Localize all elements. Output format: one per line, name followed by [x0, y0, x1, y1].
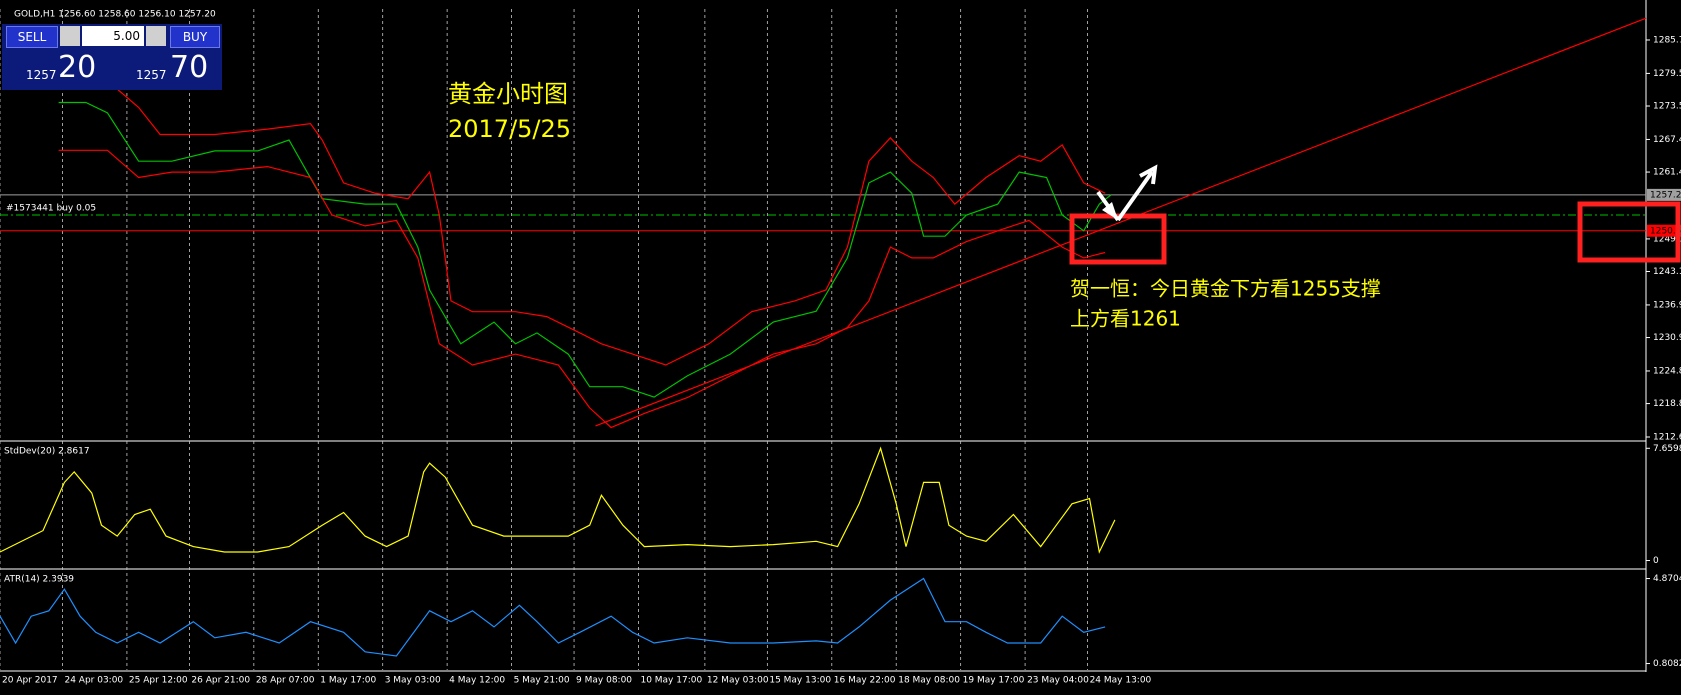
bid-prefix: 1257 — [26, 68, 57, 82]
series-line — [595, 17, 1647, 427]
highlight-box — [1069, 213, 1167, 265]
x-tick-label: 23 May 04:00 — [1027, 676, 1089, 686]
y-tick-label: 1273.55 — [1653, 102, 1681, 112]
annotation: 黄金小时图 — [448, 80, 568, 108]
series-line — [58, 101, 1112, 398]
series-line — [58, 149, 1106, 429]
series-line — [58, 80, 1106, 366]
x-tick-label: 1 May 17:00 — [320, 676, 376, 686]
price-tag — [1647, 224, 1681, 237]
y-tick-label: 0.8082 — [1653, 659, 1681, 669]
y-tick-label: 1236.95 — [1653, 300, 1681, 310]
x-tick-label: 3 May 03:00 — [385, 676, 441, 686]
x-tick-label: 25 Apr 12:00 — [129, 676, 188, 686]
panel-title: StdDev(20) 2.8617 — [4, 447, 90, 457]
annotation: 上方看1261 — [1070, 307, 1181, 331]
x-tick-label: 20 Apr 2017 — [2, 676, 58, 686]
x-tick-label: 24 Apr 03:00 — [64, 676, 123, 686]
y-tick-label: 1230.95 — [1653, 333, 1681, 343]
volume-input[interactable]: 5.00 — [82, 26, 144, 46]
ask-pips[interactable]: 70 — [170, 50, 209, 85]
y-tick-label: 1267.40 — [1653, 135, 1681, 145]
bid-pips[interactable]: 20 — [58, 50, 97, 85]
price-tag — [1647, 188, 1681, 201]
y-tick-label: 1279.55 — [1653, 69, 1681, 79]
buy-button[interactable]: BUY — [170, 26, 220, 48]
arrow-head — [1102, 202, 1118, 220]
volume-up[interactable] — [146, 26, 166, 46]
y-tick-label: 7.6598 — [1653, 444, 1681, 454]
x-tick-label: 24 May 13:00 — [1090, 676, 1152, 686]
y-tick-label: 1212.65 — [1653, 433, 1681, 443]
y-tick-label: 0 — [1653, 556, 1659, 566]
x-tick-label: 10 May 17:00 — [640, 676, 702, 686]
y-tick-label: 1285.70 — [1653, 35, 1681, 45]
series-line — [0, 446, 1116, 554]
trade-panel: SELL 5.00 BUY 1257 20 1257 70 — [2, 24, 222, 90]
y-tick-label: 1243.10 — [1653, 267, 1681, 277]
panel-title: ATR(14) 2.3939 — [4, 575, 74, 585]
x-tick-label: 5 May 21:00 — [514, 676, 570, 686]
annotation: 贺一恒：今日黄金下方看1255支撑 — [1070, 277, 1381, 301]
x-tick-label: 9 May 08:00 — [576, 676, 632, 686]
series-line — [0, 577, 1106, 657]
y-tick-label: 1249.10 — [1653, 234, 1681, 244]
price-tag-label: 1257.20 — [1650, 190, 1681, 200]
highlight-box — [1577, 201, 1681, 263]
x-tick-label: 26 Apr 21:00 — [191, 676, 250, 686]
ask-prefix: 1257 — [136, 68, 167, 82]
y-tick-label: 1218.80 — [1653, 399, 1681, 409]
price-tag-label: 1250.6 — [1650, 226, 1681, 236]
x-tick-label: 19 May 17:00 — [963, 676, 1025, 686]
order-label: #1573441 buy 0.05 — [6, 203, 96, 213]
panel-title: GOLD,H1 1256.60 1258.60 1256.10 1257.20 — [14, 10, 216, 20]
y-tick-label: 1224.80 — [1653, 366, 1681, 376]
sell-button[interactable]: SELL — [6, 26, 58, 48]
y-tick-label: 4.8704 — [1653, 574, 1681, 584]
annotation: 2017/5/25 — [448, 115, 571, 143]
x-tick-label: 4 May 12:00 — [449, 676, 505, 686]
x-tick-label: 28 Apr 07:00 — [256, 676, 315, 686]
x-tick-label: 16 May 22:00 — [834, 676, 896, 686]
x-tick-label: 18 May 08:00 — [898, 676, 960, 686]
volume-down[interactable] — [60, 26, 80, 46]
y-tick-label: 1261.40 — [1653, 168, 1681, 178]
x-tick-label: 12 May 03:00 — [707, 676, 769, 686]
x-tick-label: 15 May 13:00 — [769, 676, 831, 686]
